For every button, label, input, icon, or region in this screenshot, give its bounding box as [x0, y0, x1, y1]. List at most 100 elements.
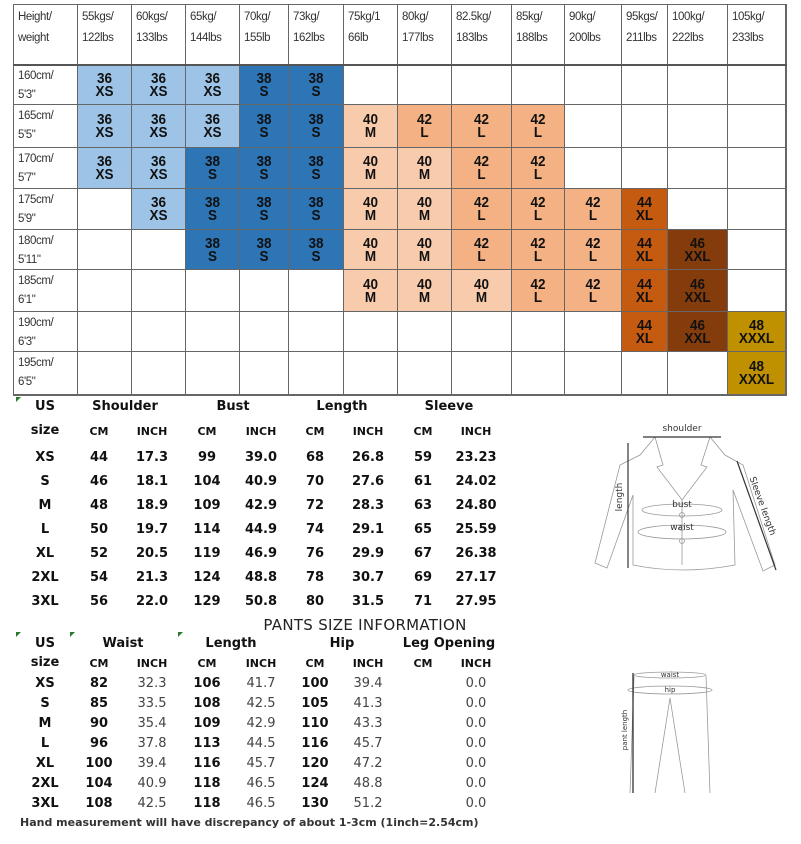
size-label: 42 L: [455, 148, 508, 188]
header-text: 66lb: [348, 32, 369, 44]
size-cell: 36 XS: [78, 65, 132, 105]
measurement-value: 52: [89, 546, 109, 561]
size-label: S: [259, 124, 269, 141]
size-label: 42 L: [455, 230, 508, 269]
measurement-value: 120: [301, 756, 329, 771]
size-cell: 36 XS: [186, 65, 240, 105]
empty-cell: [344, 352, 398, 395]
empty-cell: [240, 352, 289, 395]
weight-header: 105kg/233lbs: [728, 5, 786, 65]
size-label: L: [477, 124, 486, 141]
size-label: 38 S: [242, 105, 285, 147]
size-number: 36: [204, 111, 221, 128]
header-text: 6'3": [18, 336, 36, 348]
empty-cell: [728, 230, 786, 270]
size-label: 36 XS: [189, 65, 237, 104]
size-label: 46 XXL: [671, 312, 724, 351]
size-label: S: [311, 166, 321, 183]
size-cell: 38 S: [186, 230, 240, 270]
measurement-value: 113: [193, 736, 221, 751]
pants-hip-label: hip: [665, 686, 676, 694]
size-cell: 42 L: [452, 148, 512, 189]
measurement-value: 26.8: [351, 450, 385, 465]
header-text: 60kgs/: [136, 11, 168, 23]
size-cell: 42 L: [398, 105, 452, 148]
measurement-value: 63: [413, 498, 433, 513]
height-header: 180cm/5'11": [14, 230, 78, 270]
weight-header: 90kg/200lbs: [565, 5, 622, 65]
weight-header: 70kg/155lb: [240, 5, 289, 65]
header-text: 195cm/: [18, 357, 54, 369]
size-label: L: [588, 288, 598, 306]
measurement-value: 130: [301, 796, 329, 811]
measurement-value: 50: [89, 522, 109, 537]
size-label: 44 XL: [624, 270, 665, 311]
jacket-waist-label: waist: [670, 523, 694, 533]
size-label: XS: [35, 676, 55, 691]
empty-cell: [565, 105, 622, 148]
size-number: 38: [256, 111, 272, 128]
column-group-header: US: [35, 399, 55, 414]
size-label: S: [207, 247, 217, 265]
size-label: XS: [149, 207, 168, 224]
empty-cell: [668, 65, 728, 105]
empty-cell: [398, 312, 452, 352]
measurement-value: 18.9: [135, 498, 169, 513]
measurement-value: 118: [193, 776, 221, 791]
size-number: 38: [256, 234, 272, 252]
size-label: S: [40, 474, 50, 489]
empty-cell: [668, 352, 728, 395]
header-text: 211lbs: [626, 32, 657, 44]
empty-cell: [132, 230, 186, 270]
size-cell: 36 XS: [132, 65, 186, 105]
size-label: 42 L: [515, 270, 562, 311]
measurement-value: 24.02: [455, 474, 497, 489]
measurement-value: 27.95: [455, 594, 497, 609]
size-label: L: [533, 124, 543, 141]
size-number: 40: [416, 194, 433, 211]
measurement-value: 35.4: [137, 716, 167, 731]
measurement-value: 41.7: [246, 676, 276, 691]
empty-cell: [344, 65, 398, 105]
measurement-value: 104: [85, 776, 113, 791]
measurement-value: 124: [301, 776, 329, 791]
column-group-header: Bust: [216, 399, 250, 414]
measurement-value: 45.7: [353, 736, 383, 751]
size-label: L: [588, 207, 598, 224]
measurement-value: 109: [193, 498, 221, 513]
size-label: S: [259, 166, 269, 183]
size-cell: 42 L: [565, 230, 622, 270]
empty-cell: [398, 65, 452, 105]
empty-cell: [668, 148, 728, 189]
measurement-value: 0.0: [465, 716, 487, 731]
empty-cell: [344, 312, 398, 352]
size-number: 40: [362, 111, 379, 128]
measurement-value: 45.7: [246, 756, 276, 771]
empty-cell: [78, 312, 132, 352]
unit-header: INCH: [460, 425, 492, 438]
corner-header: Height/weight: [14, 5, 78, 65]
measurement-value: 109: [193, 716, 221, 731]
size-cell: 42 L: [512, 230, 565, 270]
size-number: 36: [96, 69, 113, 87]
weight-header: 100kg/222lbs: [668, 5, 728, 65]
size-label: 40 M: [401, 148, 449, 188]
size-label: 42 L: [455, 189, 508, 229]
size-label: XXXL: [738, 371, 775, 388]
size-number: 42: [473, 234, 490, 252]
measurement-value: 116: [301, 736, 329, 751]
empty-cell: [728, 270, 786, 312]
empty-cell: [622, 105, 668, 148]
size-number: 38: [204, 194, 221, 211]
size-label: L: [477, 166, 486, 183]
header-text: weight: [18, 32, 49, 44]
empty-cell: [728, 189, 786, 230]
size-cell: 44 XL: [622, 230, 668, 270]
size-cell: 42 L: [452, 105, 512, 148]
measurement-value: 67: [413, 546, 433, 561]
size-label: L: [40, 522, 50, 537]
height-header: 165cm/5'5": [14, 105, 78, 148]
measurement-value: 69: [413, 570, 433, 585]
pants-table-title: PANTS SIZE INFORMATION: [263, 616, 467, 634]
measurement-value: 47.2: [353, 756, 383, 771]
